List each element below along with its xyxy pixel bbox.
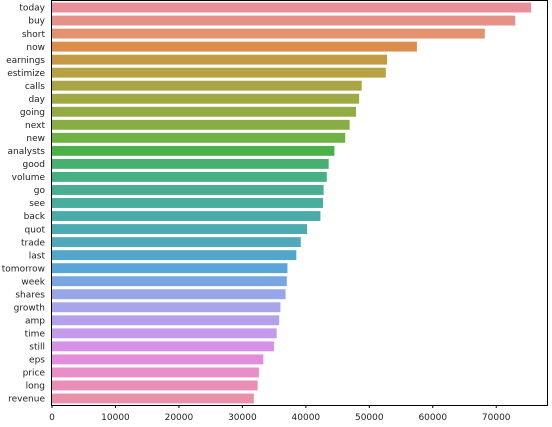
- y-tick-label-week: week: [21, 277, 45, 287]
- bar-earnings: [52, 54, 388, 65]
- y-tick-label-next: next: [25, 121, 45, 131]
- y-tick-label-trade: trade: [21, 238, 45, 248]
- y-tick-label-amp: amp: [25, 316, 45, 326]
- bar-now: [52, 41, 417, 52]
- y-tick-label-long: long: [26, 382, 45, 392]
- bar-last: [52, 250, 297, 261]
- y-tick-labels: today buy short now earnings estimize calls day…: [2, 4, 46, 405]
- y-tick-label-now: now: [26, 43, 45, 53]
- bar-shares: [52, 289, 286, 300]
- bar-tomorrow: [52, 263, 288, 274]
- bar-estimize: [52, 67, 386, 78]
- y-tick-label-time: time: [25, 330, 46, 340]
- bar-week: [52, 276, 287, 287]
- bar-going: [52, 106, 356, 117]
- bar-good: [52, 158, 329, 169]
- x-tick-label-10000: 10000: [101, 413, 130, 423]
- x-tick-label-60000: 60000: [418, 413, 447, 423]
- y-tick-label-growth: growth: [14, 303, 45, 313]
- y-tick-label-revenue: revenue: [8, 395, 45, 405]
- x-tick-label-40000: 40000: [292, 413, 321, 423]
- x-tick-label-20000: 20000: [165, 413, 194, 423]
- bar-growth: [52, 302, 281, 313]
- x-tick-label-50000: 50000: [355, 413, 384, 423]
- bar-price: [52, 367, 259, 378]
- y-tick-label-still: still: [29, 343, 45, 353]
- bar-buy: [52, 15, 516, 26]
- x-tick-label-30000: 30000: [228, 413, 257, 423]
- x-axis: 0 10000 20000 30000 40000 50000 60000 70000: [49, 405, 511, 423]
- y-tick-label-price: price: [23, 369, 46, 379]
- y-tick-label-see: see: [29, 199, 45, 209]
- y-tick-label-tomorrow: tomorrow: [2, 264, 45, 274]
- bar-go: [52, 185, 324, 195]
- bar-short: [52, 28, 485, 39]
- y-tick-label-estimize: estimize: [7, 69, 45, 79]
- bar-next: [52, 119, 350, 130]
- x-tick-label-70000: 70000: [482, 413, 511, 423]
- y-tick-label-go: go: [34, 186, 46, 196]
- y-tick-label-day: day: [28, 95, 45, 105]
- y-tick-label-new: new: [26, 134, 45, 144]
- bar-analysts: [52, 145, 335, 156]
- y-tick-label-eps: eps: [29, 356, 45, 366]
- y-tick-label-earnings: earnings: [6, 56, 45, 66]
- bar-quot: [52, 224, 308, 235]
- y-tick-label-back: back: [24, 212, 46, 222]
- y-tick-label-buy: buy: [28, 17, 45, 27]
- y-tick-label-analysts: analysts: [8, 147, 46, 157]
- bar-revenue: [52, 393, 254, 404]
- y-tick-label-quot: quot: [25, 225, 46, 235]
- bar-today: [52, 2, 532, 13]
- x-tick-label-0: 0: [49, 413, 55, 423]
- bar-still: [52, 341, 275, 352]
- bar-eps: [52, 354, 264, 365]
- y-tick-label-good: good: [23, 160, 45, 170]
- y-tick-label-volume: volume: [12, 173, 46, 183]
- y-tick-label-today: today: [19, 4, 45, 14]
- bar-see: [52, 198, 323, 208]
- y-tick-label-short: short: [22, 30, 46, 40]
- bar-long: [52, 380, 258, 391]
- bar-calls: [52, 80, 362, 91]
- bar-trade: [52, 237, 301, 248]
- bar-new: [52, 132, 346, 143]
- bar-volume: [52, 171, 327, 182]
- bar-day: [52, 93, 360, 104]
- y-tick-label-last: last: [29, 251, 46, 261]
- bar-time: [52, 328, 277, 339]
- bars-group: [52, 2, 532, 404]
- bar-back: [52, 211, 321, 221]
- y-tick-label-calls: calls: [25, 82, 45, 92]
- y-tick-label-going: going: [20, 108, 45, 118]
- y-tick-label-shares: shares: [15, 290, 45, 300]
- bar-amp: [52, 315, 280, 326]
